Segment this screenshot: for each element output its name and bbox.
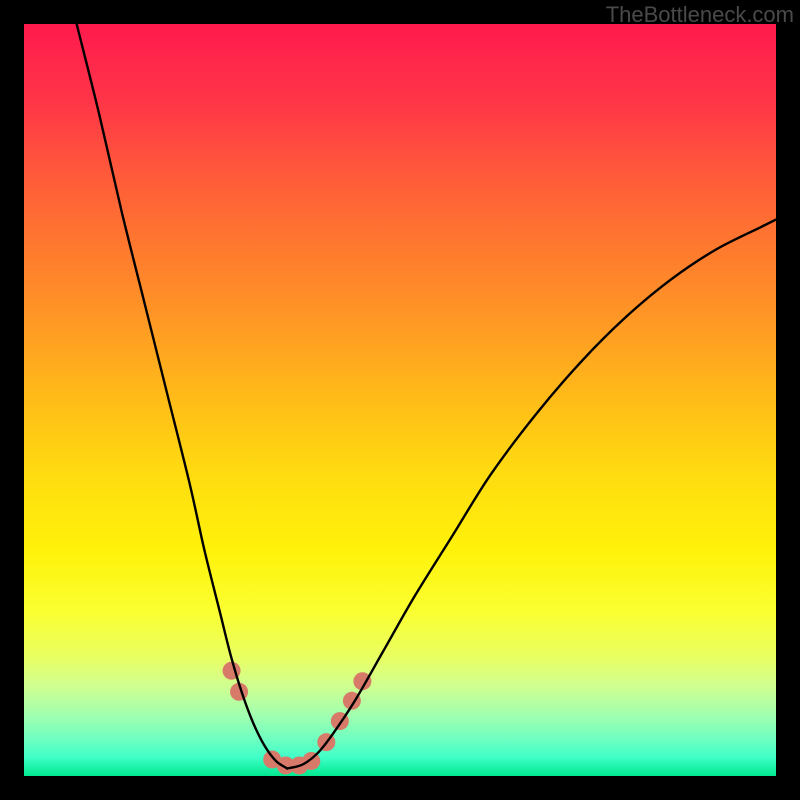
- marker-group: [223, 662, 372, 775]
- chart-frame: TheBottleneck.com: [0, 0, 800, 800]
- curve-layer: [24, 24, 776, 776]
- watermark-text: TheBottleneck.com: [606, 2, 794, 28]
- curve-left-branch: [77, 24, 288, 768]
- plot-area: [24, 24, 776, 776]
